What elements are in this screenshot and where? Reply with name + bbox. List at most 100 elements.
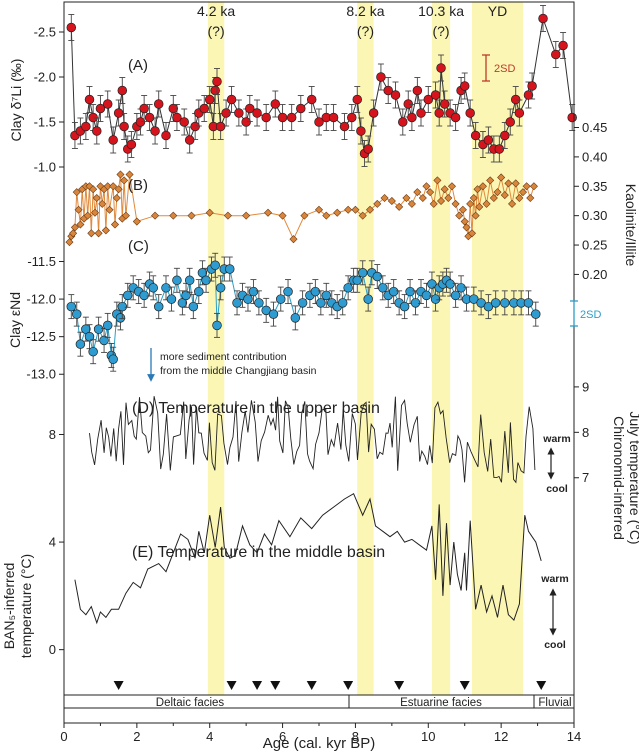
panel-c-2sd-legend: 2SD (570, 300, 601, 327)
panel-a-point (383, 85, 393, 96)
panel-b-point (373, 199, 382, 208)
panel-a-point (226, 94, 237, 105)
panel-c-point (352, 275, 363, 286)
panel-a-point (538, 13, 548, 24)
panel-c-point (212, 320, 222, 331)
panel-a-point (558, 40, 568, 51)
panel-c-point (372, 271, 383, 282)
panel-d: 7 8 9 (89, 369, 589, 507)
panel-b-point (447, 182, 456, 191)
panel-c-point (197, 268, 208, 278)
panel-a-point (66, 22, 77, 33)
panel-a-point (212, 76, 222, 87)
panel-a-tick-label: -1.5 (34, 115, 56, 130)
panel-a-point (108, 135, 118, 145)
panel-b-point (500, 191, 509, 200)
panel-a-label: (A) (128, 57, 148, 74)
panel-a-point (306, 94, 317, 105)
panel-b-tick-label: 0.25 (582, 238, 607, 253)
panel-a-point (179, 117, 189, 127)
panel-a-point (102, 99, 113, 109)
panel-b-point (187, 211, 196, 220)
panel-c-point (421, 290, 432, 301)
panel-c-point (177, 298, 188, 308)
panel-a-point (119, 121, 129, 132)
panel-b-point (522, 182, 531, 191)
panel-c-point (194, 286, 204, 297)
panel-c-point (530, 309, 541, 319)
panel-c-tick-label: -12.5 (26, 329, 56, 344)
panel-c-point (66, 301, 77, 312)
panel-b-point (475, 202, 484, 211)
panel-c-point (99, 335, 109, 346)
panel-b-point (278, 211, 287, 220)
panel-b-point (125, 170, 134, 179)
panel-c-tick-label: -11.5 (27, 254, 56, 269)
panel-c-point (321, 290, 332, 301)
panel-b-point (351, 205, 360, 214)
panel-c-point (310, 286, 321, 297)
panel-a-point (430, 90, 441, 100)
panel-c-point (290, 313, 301, 323)
panel-a-point (376, 72, 386, 82)
panel-c-tick-label: -13.0 (26, 367, 56, 382)
panel-c-point (357, 268, 368, 278)
panel-a-point (150, 126, 160, 136)
panel-c-point (450, 290, 461, 301)
panel-b-point (76, 220, 85, 229)
panel-a-point (523, 90, 534, 100)
facies-bar: Deltaic facies Estuarine facies Fluvial (64, 694, 574, 709)
panel-c-point (215, 283, 226, 293)
panel-b-point (85, 182, 94, 191)
age-marker (270, 681, 281, 690)
panel-a-point (190, 121, 200, 132)
panel-b-point (132, 217, 141, 226)
panel-a-point (416, 108, 426, 118)
panel-c-point (388, 286, 399, 297)
panel-b-point (437, 196, 446, 205)
panel-b-point (526, 194, 535, 203)
panel-b-tick-label: 0.35 (582, 179, 607, 194)
panel-c-point (225, 264, 235, 274)
panel-a-point (199, 103, 210, 114)
panel-b-point (518, 188, 528, 197)
panel-c-point (166, 294, 177, 304)
event-sub-2: (?) (432, 23, 449, 39)
event-sub-1: (?) (357, 23, 374, 39)
panel-a-point (221, 108, 231, 118)
panel-c-point (88, 346, 98, 357)
panel-b-tick-label: 0.20 (582, 267, 607, 282)
panel-a-point (363, 144, 373, 154)
panel-a-point (88, 112, 98, 123)
panel-a-point (423, 94, 434, 105)
panel-a-point (510, 94, 521, 105)
panel-c-point (161, 283, 171, 293)
panel-b-tick-label: 0.30 (582, 208, 607, 223)
age-marker (113, 681, 124, 690)
panel-c-point (399, 301, 410, 312)
age-marker (252, 681, 263, 690)
panel-b-point (489, 194, 498, 203)
panel-a-point (398, 117, 408, 127)
panel-b-point (74, 205, 83, 214)
panel-b-point (151, 211, 160, 220)
panel-a-point (500, 130, 510, 141)
panel-a-point (95, 103, 106, 114)
panel-a-point (241, 117, 251, 127)
age-marker (394, 681, 405, 690)
panel-e: 0 4 8 (49, 427, 542, 692)
panel-a-point (126, 139, 137, 150)
panel-a: -1.0 -1.5 -2.0 -2.5 (34, 5, 577, 178)
age-marker (306, 681, 317, 690)
panel-a-point (277, 112, 288, 123)
panel-e-tick-label: 0 (49, 642, 56, 657)
panel-c-point (343, 283, 353, 293)
panel-e-tick-label: 4 (49, 535, 56, 550)
panel-b-point (289, 235, 298, 244)
panel-a-point (551, 49, 561, 60)
panel-a-point (113, 108, 124, 118)
x-tick-label: 10 (421, 729, 435, 744)
panel-c-point (188, 301, 199, 312)
panel-c-point (117, 301, 128, 312)
panel-b-point (114, 185, 123, 194)
